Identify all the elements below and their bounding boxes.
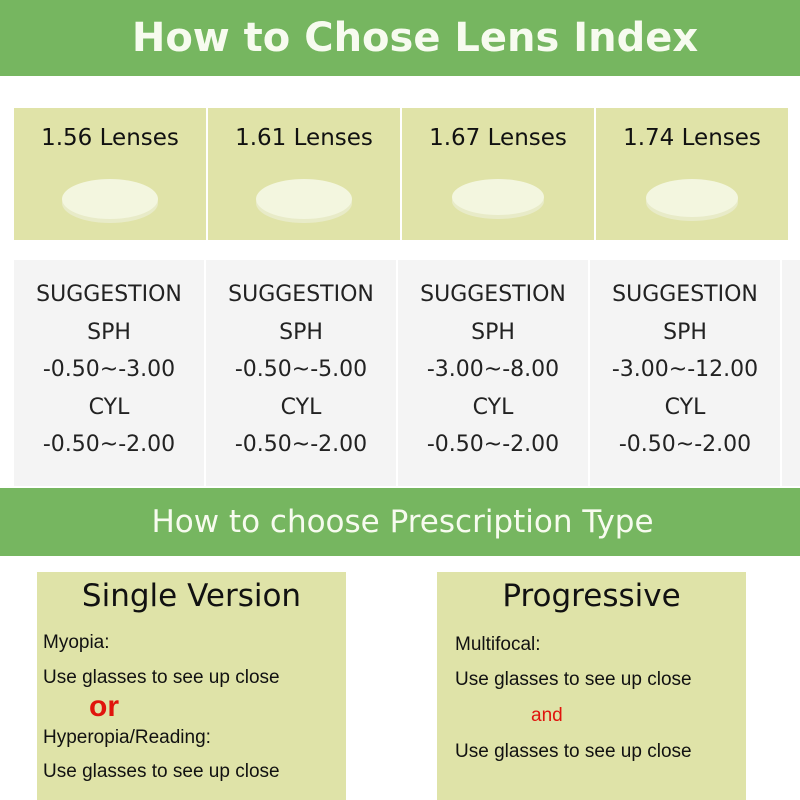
- sph-label: SPH: [87, 319, 131, 345]
- page-title: How to Chose Lens Index: [131, 15, 699, 61]
- sph-range: -0.50~-5.00: [234, 357, 368, 382]
- cyl-label: CYL: [88, 394, 130, 420]
- cyl-range: -0.50~-2.00: [618, 432, 752, 457]
- sph-range: -3.00~-8.00: [426, 357, 560, 382]
- lens-disc-icon: [646, 179, 738, 217]
- lens-card-174: 1.74 Lenses: [596, 108, 788, 240]
- cyl-label: CYL: [664, 394, 706, 420]
- and-label: and: [531, 705, 563, 726]
- lens-disc-icon: [62, 179, 158, 219]
- lens-row: 1.56 Lenses 1.61 Lenses 1.67 Lenses 1.74…: [14, 108, 800, 240]
- suggestion-156: SUGGESTION SPH -0.50~-3.00 CYL -0.50~-2.00: [14, 260, 206, 486]
- lens-disc-icon: [452, 179, 544, 215]
- panel-title: Progressive: [502, 578, 681, 614]
- lens-label: 1.56 Lenses: [41, 125, 179, 151]
- header-banner: How to Chose Lens Index: [0, 0, 800, 76]
- sph-label: SPH: [471, 319, 515, 345]
- cyl-range: -0.50~-2.00: [42, 432, 176, 457]
- cyl-range: -0.50~-2.00: [426, 432, 560, 457]
- cyl-label: CYL: [472, 394, 514, 420]
- suggestion-167: SUGGESTION SPH -3.00~-8.00 CYL -0.50~-2.00: [398, 260, 590, 486]
- panel-title: Single Version: [81, 578, 302, 614]
- myopia-label: Myopia:: [43, 632, 110, 653]
- sph-label: SPH: [279, 319, 323, 345]
- single-desc-2: Use glasses to see up close: [43, 761, 280, 782]
- suggestion-label: SUGGESTION: [612, 282, 758, 307]
- lens-label: 1.67 Lenses: [429, 125, 567, 151]
- hyperopia-label: Hyperopia/Reading:: [43, 727, 211, 748]
- cyl-label: CYL: [280, 394, 322, 420]
- suggestion-label: SUGGESTION: [420, 282, 566, 307]
- lens-card-156: 1.56 Lenses: [14, 108, 206, 240]
- suggestion-174: SUGGESTION SPH -3.00~-12.00 CYL -0.50~-2.00: [590, 260, 782, 486]
- lens-label: 1.74 Lenses: [623, 125, 761, 151]
- cyl-range: -0.50~-2.00: [234, 432, 368, 457]
- section-title: How to choose Prescription Type: [151, 504, 654, 540]
- progressive-desc-2: Use glasses to see up close: [455, 741, 692, 762]
- multifocal-label: Multifocal:: [455, 634, 541, 655]
- suggestion-row: SUGGESTION SPH -0.50~-3.00 CYL -0.50~-2.00 S…: [14, 260, 800, 486]
- lens-card-167: 1.67 Lenses: [402, 108, 594, 240]
- suggestion-label: SUGGESTION: [228, 282, 374, 307]
- section-banner: How to choose Prescription Type: [0, 488, 800, 556]
- sph-range: -3.00~-12.00: [611, 357, 759, 382]
- lens-disc-icon: [256, 179, 352, 219]
- lens-card-161: 1.61 Lenses: [208, 108, 400, 240]
- progressive-panel: Progressive Multifocal: Use glasses to s…: [437, 572, 746, 800]
- sph-range: -0.50~-3.00: [42, 357, 176, 382]
- or-label: or: [89, 690, 119, 723]
- single-desc-1: Use glasses to see up close: [43, 667, 280, 688]
- lens-label: 1.61 Lenses: [235, 125, 373, 151]
- suggestion-label: SUGGESTION: [36, 282, 182, 307]
- single-vision-panel: Single Version Myopia: Use glasses to se…: [37, 572, 346, 800]
- progressive-desc-1: Use glasses to see up close: [455, 669, 692, 690]
- sph-label: SPH: [663, 319, 707, 345]
- suggestion-161: SUGGESTION SPH -0.50~-5.00 CYL -0.50~-2.00: [206, 260, 398, 486]
